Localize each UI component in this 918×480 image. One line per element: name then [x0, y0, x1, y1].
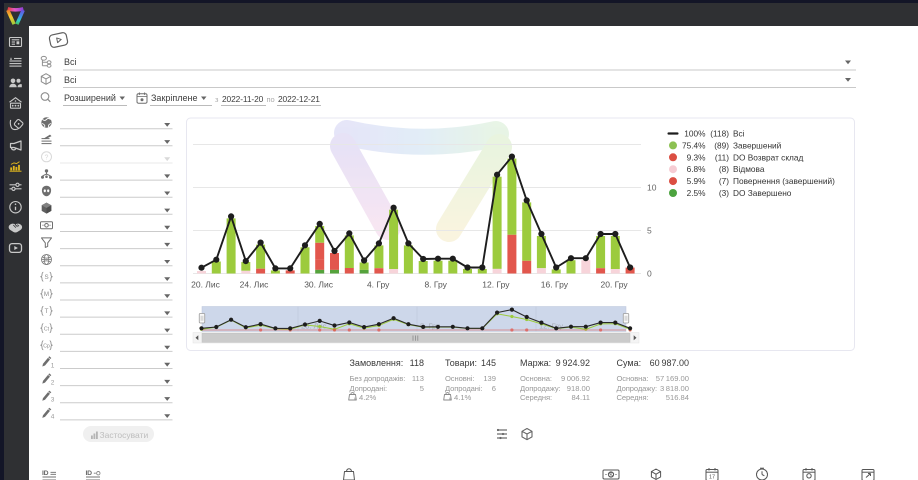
- svg-text:5.9%: 5.9%: [687, 176, 707, 186]
- svg-text:0: 0: [647, 269, 652, 279]
- svg-text:2.5%: 2.5%: [687, 188, 707, 198]
- svg-text:8. Гру: 8. Гру: [424, 280, 447, 290]
- svg-text:4. Гру: 4. Гру: [367, 280, 390, 290]
- svg-text:T: T: [45, 308, 49, 315]
- svg-text:12. Гру: 12. Гру: [482, 280, 510, 290]
- svg-text:16. Гру: 16. Гру: [541, 280, 569, 290]
- svg-text:(3): (3): [719, 188, 729, 198]
- svg-text:Cp: Cp: [43, 344, 50, 350]
- svg-text:DO Возврат склад: DO Возврат склад: [733, 152, 803, 162]
- svg-text:x: x: [354, 396, 357, 401]
- svg-text:20. Лис: 20. Лис: [191, 280, 221, 290]
- svg-text:1: 1: [51, 362, 55, 369]
- svg-text:9.3%: 9.3%: [687, 152, 707, 162]
- svg-text:5. Гру: 5. Гру: [420, 322, 440, 331]
- svg-text:Відмова: Відмова: [733, 164, 765, 174]
- svg-text:30. Лис: 30. Лис: [304, 280, 334, 290]
- svg-text:100%: 100%: [684, 129, 706, 139]
- svg-text:Всі: Всі: [733, 129, 745, 139]
- svg-text:ID: ID: [42, 470, 49, 477]
- svg-text:(8): (8): [719, 164, 729, 174]
- svg-text:17: 17: [709, 475, 715, 480]
- svg-text:x: x: [449, 396, 452, 401]
- svg-text:(118): (118): [710, 129, 729, 139]
- svg-text:Завершений: Завершений: [733, 140, 782, 150]
- svg-text:2: 2: [51, 379, 55, 386]
- svg-text:10: 10: [647, 183, 657, 193]
- svg-text:Повернення (завершений): Повернення (завершений): [733, 176, 835, 186]
- svg-text:5: 5: [647, 226, 652, 236]
- svg-text:ID: ID: [86, 470, 93, 477]
- svg-text:M: M: [44, 291, 49, 298]
- svg-text:Ct: Ct: [44, 326, 50, 332]
- svg-text:$: $: [609, 473, 613, 479]
- svg-text:24. Лис: 24. Лис: [240, 280, 270, 290]
- svg-text:(7): (7): [719, 176, 729, 186]
- svg-text:3: 3: [51, 397, 55, 404]
- svg-text:4: 4: [51, 414, 55, 421]
- svg-text:6.8%: 6.8%: [687, 164, 707, 174]
- svg-text:(89): (89): [714, 140, 729, 150]
- svg-text:S: S: [44, 274, 48, 281]
- svg-text:?: ?: [45, 154, 49, 161]
- svg-text:DO Завершено: DO Завершено: [733, 188, 792, 198]
- svg-text:75.4%: 75.4%: [682, 140, 706, 150]
- svg-text:(11): (11): [715, 152, 729, 162]
- svg-text:20. Гру: 20. Гру: [601, 280, 629, 290]
